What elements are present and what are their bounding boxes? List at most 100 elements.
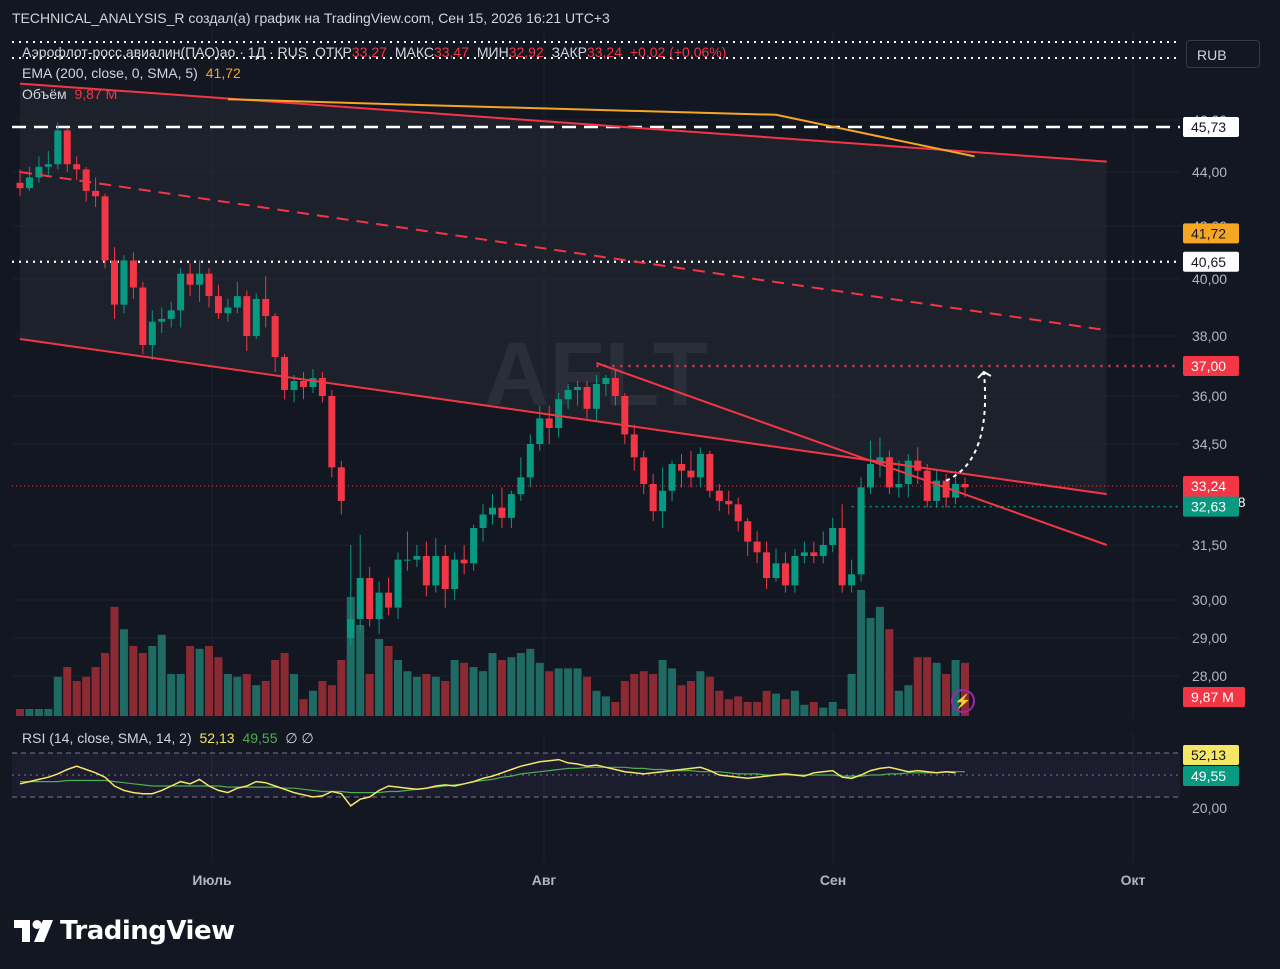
candle-body <box>678 464 685 471</box>
rsi-label: RSI (14, close, SMA, 14, 2) <box>22 730 192 746</box>
volume-bar <box>715 690 724 716</box>
volume-bar <box>866 618 875 716</box>
trendline <box>19 338 1107 496</box>
volume-bar <box>601 696 610 716</box>
volume-bar <box>25 709 34 716</box>
volume-bar <box>668 668 677 716</box>
volume-bar <box>261 681 270 716</box>
candle-body <box>35 166 43 178</box>
candle-body <box>337 467 345 501</box>
trendline <box>19 171 1107 332</box>
volume-bar <box>932 662 941 716</box>
volume-bar <box>734 696 743 716</box>
candle-body <box>205 273 213 297</box>
volume-bar <box>535 662 544 716</box>
candle-body <box>649 484 657 512</box>
y-tick-label: 29,00 <box>1192 630 1227 646</box>
candle-body <box>583 387 591 409</box>
volume-bar <box>573 668 582 716</box>
candle-body <box>867 464 874 488</box>
volume-bar <box>337 660 346 716</box>
price-label <box>1183 496 1239 517</box>
candle-body <box>385 592 393 608</box>
volume-bar <box>157 634 166 716</box>
volume-bar <box>781 699 790 716</box>
volume-bar <box>630 674 639 716</box>
candle-body <box>734 504 742 522</box>
ema-line <box>227 98 975 158</box>
volume-bar <box>790 690 799 716</box>
volume-bar <box>526 648 535 716</box>
volume-bar <box>129 646 138 716</box>
ema-value: 41,72 <box>205 65 241 81</box>
candle-body <box>791 556 799 586</box>
volume-bar <box>271 660 280 716</box>
y-tick-label: 40,00 <box>1192 271 1227 287</box>
candle-body <box>422 556 430 586</box>
candle-body <box>630 434 638 458</box>
candle-body <box>725 500 733 505</box>
volume-bar <box>394 660 402 716</box>
volume-bar <box>857 590 866 716</box>
candle-body <box>696 454 704 478</box>
candle-body <box>800 552 808 556</box>
volume-bar <box>545 671 554 716</box>
candle-body <box>829 528 837 545</box>
close-label: ЗАКР <box>551 44 587 60</box>
candle-body <box>356 578 364 619</box>
volume-bar <box>375 639 384 716</box>
volume-bar <box>53 676 62 716</box>
volume-bar <box>280 653 289 716</box>
volume-bar <box>479 671 488 716</box>
volume-bar <box>318 681 327 716</box>
symbol-legend: Аэрофлот-росс.авиалин(ПАО)ао · 1Д · RUS … <box>22 44 730 60</box>
rsi-value-label-text: 52,13 <box>1191 747 1226 763</box>
rsi-value: 52,13 <box>199 730 235 746</box>
candle-body <box>375 592 383 619</box>
currency-button[interactable]: RUB <box>1186 40 1260 68</box>
trendline <box>19 82 1107 163</box>
candle-body <box>848 574 856 586</box>
candle-body <box>772 563 780 578</box>
rsi-legend[interactable]: RSI (14, close, SMA, 14, 2) 52,13 49,55 … <box>22 730 318 747</box>
candle-body <box>602 378 610 384</box>
candle-body <box>177 273 185 311</box>
volume-bar <box>809 702 818 716</box>
candle-body <box>536 418 544 444</box>
price-label-text: 9,87 M <box>1191 689 1234 705</box>
candle-body <box>318 378 326 396</box>
candle-body <box>753 541 761 553</box>
rsi-sma-value: 49,55 <box>242 730 278 746</box>
projection-arrow <box>945 371 987 482</box>
y-tick-label: 38,00 <box>1192 328 1227 344</box>
candle-body <box>82 169 90 191</box>
volume-bar <box>195 648 204 716</box>
candle-body <box>564 390 572 400</box>
candle-body <box>545 418 553 428</box>
candle-body <box>148 321 156 345</box>
candle-body <box>252 298 260 336</box>
ema-label: EMA (200, close, 0, SMA, 5) <box>22 65 198 81</box>
candle-body <box>432 556 440 586</box>
volume-legend[interactable]: Объём 9,87 M <box>22 86 121 102</box>
candle-body <box>857 487 865 575</box>
candle-body <box>196 273 204 285</box>
candle-body <box>876 457 884 464</box>
price-label-text: 45,73 <box>1191 119 1226 135</box>
candle-body <box>44 164 52 167</box>
candle-body <box>763 552 771 578</box>
candle-body <box>120 260 128 305</box>
volume-bar <box>516 653 525 716</box>
candle-body <box>885 457 893 488</box>
volume-bar <box>223 674 232 716</box>
ema-legend[interactable]: EMA (200, close, 0, SMA, 5) 41,72 <box>22 65 245 81</box>
candle-body <box>25 177 33 189</box>
candle-body <box>942 480 950 498</box>
rsi-value-label <box>1183 745 1239 765</box>
x-tick-label: Окт <box>1121 872 1146 888</box>
y-tick-label: 44,00 <box>1192 164 1227 180</box>
volume-bar <box>705 676 714 716</box>
candle-body <box>441 556 449 589</box>
lightning-icon[interactable]: ⚡ <box>951 689 975 713</box>
